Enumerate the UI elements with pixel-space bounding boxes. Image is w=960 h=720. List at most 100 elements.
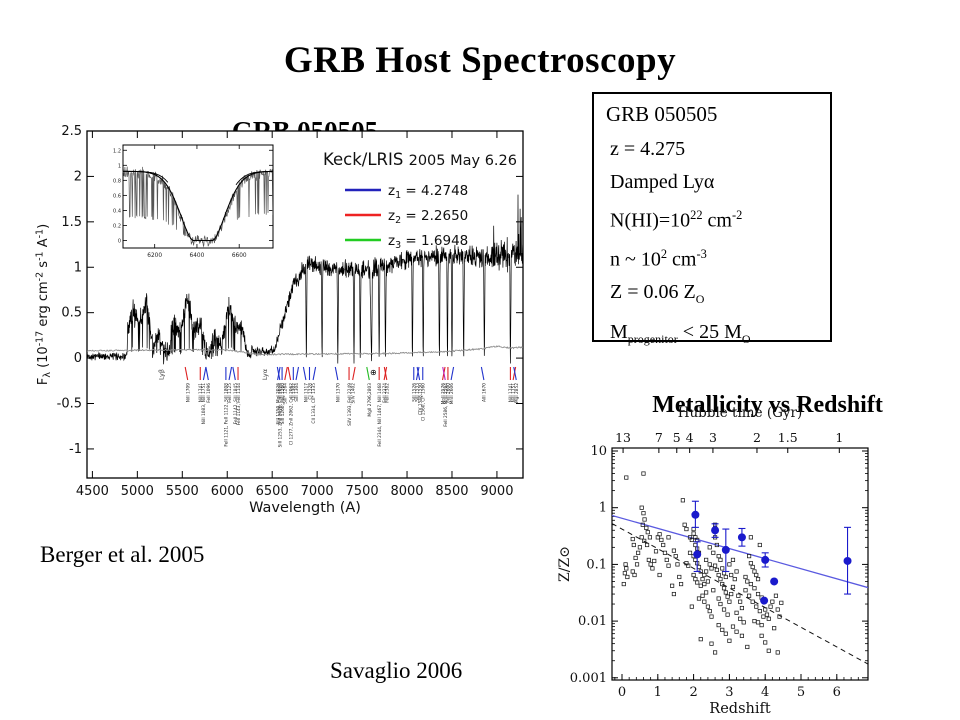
svg-text:FeII 2586, MnII 2594: FeII 2586, MnII 2594 bbox=[443, 383, 449, 427]
info-box-line: N(HI)=1022 cm-2 bbox=[610, 208, 743, 232]
info-box-line: Z = 0.06 ZO bbox=[610, 281, 705, 307]
top-axis-label: Hubble time (Gyr) bbox=[678, 405, 803, 421]
info-box-title: GRB 050505 bbox=[606, 102, 718, 126]
info-box-line: Damped Lyα bbox=[610, 171, 715, 193]
svg-text:3: 3 bbox=[725, 685, 733, 700]
svg-text:6200: 6200 bbox=[147, 253, 162, 259]
svg-text:FeII 1096: FeII 1096 bbox=[206, 383, 212, 403]
svg-text:NiII 1370: NiII 1370 bbox=[336, 383, 342, 403]
x-axis: 0 1 2 3 4 5 6 bbox=[614, 674, 859, 700]
svg-text:Lyβ: Lyβ bbox=[157, 369, 165, 380]
svg-text:MnII 2576: MnII 2576 bbox=[440, 383, 446, 405]
svg-text:7000: 7000 bbox=[301, 484, 334, 499]
svg-text:-0.5: -0.5 bbox=[57, 397, 82, 412]
top-axis: 13 7 5 4 3 2 1.5 1 bbox=[615, 430, 843, 453]
x-axis-label: Wavelength (A) bbox=[249, 500, 361, 516]
svg-text:MnII 2606: MnII 2606 bbox=[449, 383, 455, 405]
svg-text:SiII 1533: SiII 1533 bbox=[414, 383, 420, 402]
svg-text:3: 3 bbox=[709, 430, 717, 445]
svg-text:4500: 4500 bbox=[76, 484, 109, 499]
svg-text:5: 5 bbox=[673, 430, 681, 445]
svg-text:0: 0 bbox=[618, 685, 626, 700]
svg-text:7: 7 bbox=[655, 430, 663, 445]
svg-text:9000: 9000 bbox=[480, 484, 513, 499]
svg-text:NiII 1317: NiII 1317 bbox=[304, 383, 310, 403]
svg-text:0.6: 0.6 bbox=[113, 193, 121, 199]
svg-text:1: 1 bbox=[74, 260, 82, 275]
svg-text:SiIV 1402: SiIV 1402 bbox=[350, 383, 356, 404]
svg-text:5500: 5500 bbox=[166, 484, 199, 499]
plot-frame bbox=[611, 447, 869, 681]
citation-savaglio: Savaglio 2006 bbox=[330, 658, 463, 683]
svg-text:z2 = 2.2650: z2 = 2.2650 bbox=[388, 208, 468, 226]
svg-text:SiIV 1393, FeII 2249: SiIV 1393, FeII 2249 bbox=[347, 383, 353, 426]
svg-text:0.4: 0.4 bbox=[113, 208, 121, 214]
inset-plot: 6200 6400 6600 0 0.2 0.4 0.6 0.8 1 1.2 bbox=[113, 144, 274, 259]
x-axis-label: Redshift bbox=[709, 701, 771, 717]
y-axis-label: Z/Z⊙ bbox=[557, 546, 573, 582]
info-box-line: Mprogenitor < 25 MO bbox=[610, 321, 751, 347]
svg-text:13: 13 bbox=[615, 430, 631, 445]
info-box: GRB 050505 z = 4.275 Damped Lyα N(HI)=1022… bbox=[592, 92, 832, 346]
svg-text:8500: 8500 bbox=[435, 484, 468, 499]
svg-text:6: 6 bbox=[833, 685, 841, 700]
svg-text:SiII 1253, ZnII 2026, CrII 202: SiII 1253, ZnII 2026, CrII 2026 bbox=[278, 383, 284, 448]
svg-text:2.5: 2.5 bbox=[61, 124, 82, 139]
svg-text:1: 1 bbox=[118, 163, 121, 169]
svg-text:NiII 1709: NiII 1709 bbox=[185, 383, 191, 403]
inset-fit-curve bbox=[123, 170, 273, 242]
svg-text:CI 1328: CI 1328 bbox=[307, 383, 313, 400]
svg-text:7500: 7500 bbox=[346, 484, 379, 499]
svg-text:1: 1 bbox=[835, 430, 843, 445]
svg-text:10: 10 bbox=[590, 444, 607, 459]
svg-text:NiII 1083, NiII 1751: NiII 1083, NiII 1751 bbox=[201, 383, 207, 424]
svg-text:0.001: 0.001 bbox=[570, 671, 607, 686]
svg-text:-1: -1 bbox=[69, 442, 82, 457]
slide-title: GRB Host Spectroscopy bbox=[283, 39, 677, 81]
svg-text:0: 0 bbox=[118, 238, 121, 244]
svg-text:NiII 1741: NiII 1741 bbox=[198, 383, 204, 403]
svg-text:1.2: 1.2 bbox=[113, 148, 121, 154]
svg-text:Lyα: Lyα bbox=[261, 369, 269, 380]
y-axis: 10 1 0.1 0.01 0.001 bbox=[570, 444, 868, 686]
svg-text:FeII 1121, FeII 1122, SiII 180: FeII 1121, FeII 1122, SiII 1808 bbox=[224, 383, 230, 447]
x-axis: 4500 5000 5500 6000 6500 7000 7500 8000 8500 9000 bbox=[76, 131, 513, 499]
info-box-line: n ~ 102 cm-3 bbox=[610, 246, 707, 271]
svg-text:z3 = 1.6948: z3 = 1.6948 bbox=[388, 233, 468, 251]
svg-text:SiII 1526: SiII 1526 bbox=[412, 383, 418, 402]
svg-text:FeII 2600: FeII 2600 bbox=[446, 383, 452, 403]
svg-text:5: 5 bbox=[797, 685, 805, 700]
svg-text:1.5: 1.5 bbox=[61, 215, 82, 230]
svg-text:Keck/LRIS 2005 May 6.26: Keck/LRIS 2005 May 6.26 bbox=[323, 150, 517, 169]
svg-text:z1 = 4.2748: z1 = 4.2748 bbox=[388, 183, 468, 201]
svg-text:6600: 6600 bbox=[232, 253, 247, 259]
svg-text:FeII 2374: FeII 2374 bbox=[382, 383, 388, 403]
svg-text:0.1: 0.1 bbox=[586, 557, 607, 572]
svg-text:FeII 1143, FeII 1144: FeII 1143, FeII 1144 bbox=[236, 383, 242, 425]
legend: Keck/LRIS 2005 May 6.26 z1 = 4.2748 z2 = 2… bbox=[323, 150, 517, 251]
citation-berger: Berger et al. 2005 bbox=[40, 542, 205, 567]
info-box-line: z = 4.275 bbox=[610, 138, 686, 160]
svg-text:FeII 2344, NiII 1467, NiII 146: FeII 2344, NiII 1467, NiII 1468 bbox=[377, 383, 383, 447]
svg-text:FeII 1125: FeII 1125 bbox=[227, 383, 233, 403]
svg-text:6000: 6000 bbox=[211, 484, 244, 499]
svg-text:8000: 8000 bbox=[390, 484, 423, 499]
info-box-lines: z = 4.275 Damped Lyα N(HI)=1022 cm-2 n ~ 10… bbox=[606, 133, 830, 356]
svg-text:1: 1 bbox=[654, 685, 662, 700]
svg-text:4: 4 bbox=[686, 430, 694, 445]
svg-text:SiII 1250, MgI 2026: SiII 1250, MgI 2026 bbox=[275, 383, 281, 425]
svg-text:SiII* 1264: SiII* 1264 bbox=[283, 383, 289, 404]
svg-text:CI 1560, CI* 1560: CI 1560, CI* 1560 bbox=[421, 383, 427, 421]
svg-text:NiII 1741: NiII 1741 bbox=[508, 383, 514, 403]
svg-text:0: 0 bbox=[74, 351, 82, 366]
svg-text:FeII 1142, SiII 1845: FeII 1142, SiII 1845 bbox=[233, 383, 239, 424]
spectrum-plot: 4500 5000 5500 6000 6500 7000 7500 8000 8500 9000… bbox=[35, 124, 524, 516]
svg-text:1.5: 1.5 bbox=[778, 430, 798, 445]
svg-text:OI 1302: OI 1302 bbox=[291, 383, 297, 400]
inset-fit-curve-upper-left bbox=[123, 170, 169, 183]
svg-text:SiII 1304: SiII 1304 bbox=[294, 383, 300, 402]
svg-text:0.01: 0.01 bbox=[578, 614, 607, 629]
svg-text:FeII 2382: FeII 2382 bbox=[385, 383, 391, 403]
svg-text:2: 2 bbox=[689, 685, 697, 700]
